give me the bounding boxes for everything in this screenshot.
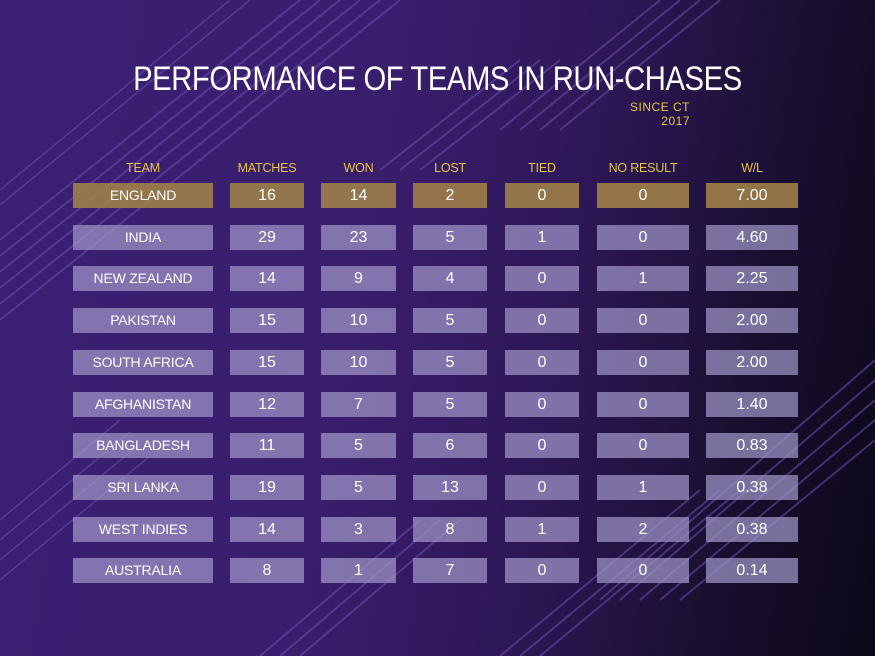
cell-no-result: 0 — [597, 183, 689, 208]
cell-matches: 15 — [230, 350, 304, 375]
cell-team: AFGHANISTAN — [73, 392, 213, 417]
cell-matches: 12 — [230, 392, 304, 417]
cell-won: 14 — [321, 183, 396, 208]
cell-tied: 1 — [505, 225, 579, 250]
cell-no-result: 1 — [597, 475, 689, 500]
cell-lost: 5 — [413, 225, 487, 250]
cell-won: 7 — [321, 392, 396, 417]
cell-won: 5 — [321, 475, 396, 500]
cell-won: 1 — [321, 558, 396, 583]
cell-lost: 8 — [413, 517, 487, 542]
cell-team: PAKISTAN — [73, 308, 213, 333]
cell-matches: 15 — [230, 308, 304, 333]
chart-title: PERFORMANCE OF TEAMS IN RUN-CHASES — [133, 60, 742, 98]
cell-matches: 11 — [230, 433, 304, 458]
cell-matches: 19 — [230, 475, 304, 500]
cell-no-result: 0 — [597, 350, 689, 375]
cell-matches: 29 — [230, 225, 304, 250]
cell-tied: 0 — [505, 183, 579, 208]
cell-team: SOUTH AFRICA — [73, 350, 213, 375]
cell-no-result: 0 — [597, 558, 689, 583]
cell-no-result: 1 — [597, 266, 689, 291]
cell-lost: 13 — [413, 475, 487, 500]
cell-wl: 0.38 — [706, 517, 798, 542]
cell-no-result: 2 — [597, 517, 689, 542]
cell-tied: 0 — [505, 475, 579, 500]
cell-won: 23 — [321, 225, 396, 250]
cell-team: NEW ZEALAND — [73, 266, 213, 291]
column-header-team: TEAM — [126, 161, 160, 175]
cell-lost: 7 — [413, 558, 487, 583]
cell-team: ENGLAND — [73, 183, 213, 208]
cell-wl: 4.60 — [706, 225, 798, 250]
cell-lost: 5 — [413, 350, 487, 375]
cell-won: 10 — [321, 350, 396, 375]
cell-tied: 0 — [505, 433, 579, 458]
cell-wl: 7.00 — [706, 183, 798, 208]
cell-tied: 0 — [505, 392, 579, 417]
cell-wl: 0.38 — [706, 475, 798, 500]
cell-wl: 0.14 — [706, 558, 798, 583]
cell-won: 3 — [321, 517, 396, 542]
cell-lost: 4 — [413, 266, 487, 291]
cell-matches: 14 — [230, 266, 304, 291]
chart-subtitle: SINCE CT 2017 — [629, 100, 690, 128]
cell-lost: 2 — [413, 183, 487, 208]
cell-no-result: 0 — [597, 308, 689, 333]
cell-matches: 14 — [230, 517, 304, 542]
cell-no-result: 0 — [597, 392, 689, 417]
cell-won: 9 — [321, 266, 396, 291]
cell-matches: 8 — [230, 558, 304, 583]
column-header-wl: W/L — [741, 161, 763, 175]
cell-tied: 1 — [505, 517, 579, 542]
cell-team: AUSTRALIA — [73, 558, 213, 583]
cell-team: BANGLADESH — [73, 433, 213, 458]
cell-team: WEST INDIES — [73, 517, 213, 542]
cell-lost: 5 — [413, 392, 487, 417]
cell-won: 5 — [321, 433, 396, 458]
cell-tied: 0 — [505, 266, 579, 291]
cell-no-result: 0 — [597, 225, 689, 250]
cell-wl: 2.25 — [706, 266, 798, 291]
cell-team: INDIA — [73, 225, 213, 250]
cell-matches: 16 — [230, 183, 304, 208]
column-header-lost: LOST — [434, 161, 466, 175]
cell-tied: 0 — [505, 558, 579, 583]
cell-wl: 1.40 — [706, 392, 798, 417]
cell-wl: 0.83 — [706, 433, 798, 458]
cell-lost: 5 — [413, 308, 487, 333]
cell-won: 10 — [321, 308, 396, 333]
cell-team: SRI LANKA — [73, 475, 213, 500]
cell-lost: 6 — [413, 433, 487, 458]
cell-wl: 2.00 — [706, 308, 798, 333]
column-header-matches: MATCHES — [237, 161, 297, 175]
cell-tied: 0 — [505, 350, 579, 375]
column-header-tied: TIED — [528, 161, 556, 175]
cell-wl: 2.00 — [706, 350, 798, 375]
column-header-won: WON — [343, 161, 374, 175]
column-header-no-result: NO RESULT — [608, 161, 678, 175]
cell-no-result: 0 — [597, 433, 689, 458]
cell-tied: 0 — [505, 308, 579, 333]
